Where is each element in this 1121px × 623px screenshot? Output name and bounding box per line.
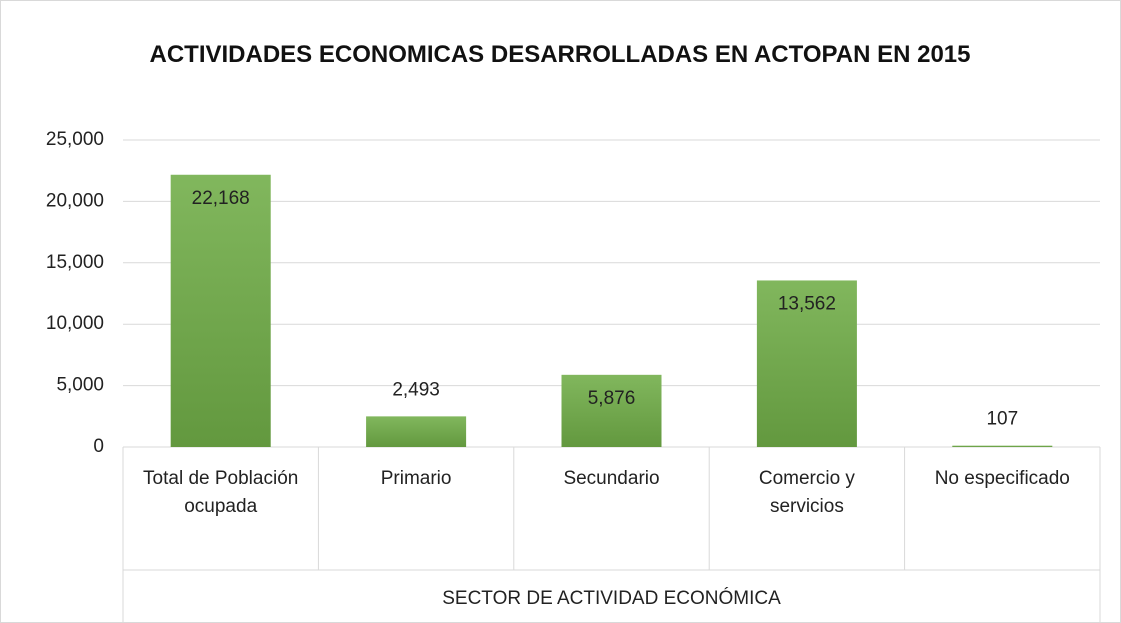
y-tick-label: 0 xyxy=(93,436,104,457)
value-label: 2,493 xyxy=(392,379,440,400)
x-axis-title: SECTOR DE ACTIVIDAD ECONÓMICA xyxy=(442,588,781,609)
y-tick-label: 5,000 xyxy=(56,375,104,396)
bar-shade xyxy=(170,174,271,447)
value-label: 107 xyxy=(986,409,1018,430)
y-tick-label: 10,000 xyxy=(46,313,104,334)
y-tick-label: 25,000 xyxy=(46,129,104,150)
y-tick-label: 20,000 xyxy=(46,190,104,211)
value-label: 22,168 xyxy=(192,188,250,209)
x-tick-label: Secundario xyxy=(563,468,660,489)
bar-shade xyxy=(561,374,662,447)
x-tick-label: Primario xyxy=(380,468,452,489)
x-tick-label: Comercio y servicios xyxy=(758,468,855,517)
bar-shade xyxy=(366,416,467,447)
x-tick-label: No especificado xyxy=(934,468,1070,489)
value-label: 5,876 xyxy=(588,388,636,409)
bar-shade xyxy=(952,445,1053,447)
bar-shade xyxy=(756,280,857,447)
x-tick-label: Total de Población ocupada xyxy=(143,468,299,517)
y-tick-label: 15,000 xyxy=(46,252,104,273)
chart-title: ACTIVIDADES ECONOMICAS DESARROLLADAS EN … xyxy=(149,41,971,68)
value-label: 13,562 xyxy=(778,293,836,314)
